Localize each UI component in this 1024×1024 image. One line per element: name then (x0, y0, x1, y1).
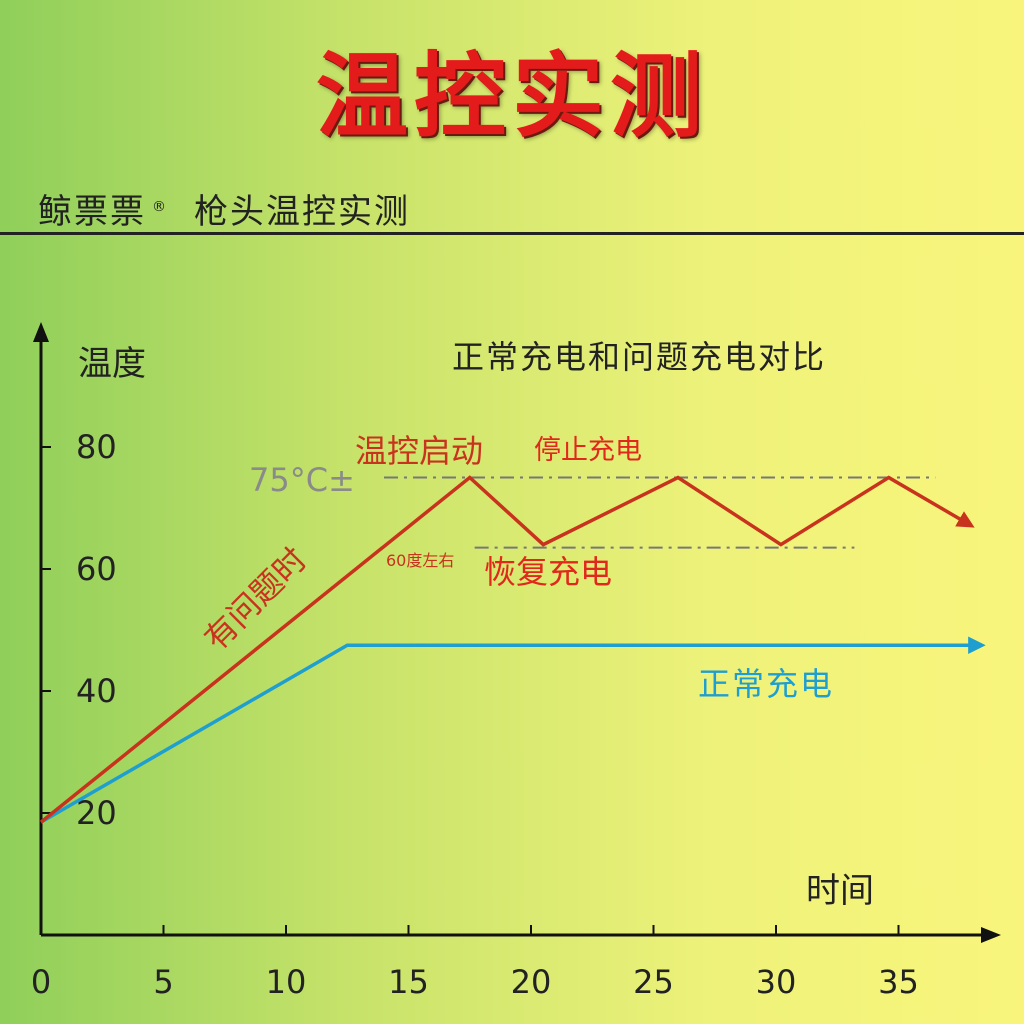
x-tick-label: 20 (511, 963, 552, 1001)
x-tick-label: 0 (31, 963, 51, 1001)
x-tick-label: 10 (266, 963, 307, 1001)
problem-charging-line (39, 475, 975, 824)
y-tick-label: 60 (76, 550, 117, 588)
y-axis-label: 温度 (78, 344, 146, 384)
main-title: 温控实测 (315, 43, 708, 150)
y-tick-label: 80 (76, 428, 117, 466)
x-ticks: 0 5 10 15 20 25 30 35 (31, 925, 919, 1001)
x-axis-label: 时间 (806, 871, 874, 911)
x-tick-label: 30 (756, 963, 797, 1001)
threshold-60-label: 60度左右 (386, 551, 454, 570)
registered-mark: ® (152, 198, 168, 215)
resume-charging-label: 恢复充电 (484, 553, 612, 591)
stop-charging-label: 停止充电 (534, 435, 642, 466)
brand-row: 鲸票票 ® 枪头温控实测 (38, 184, 410, 233)
threshold-75-label: 75°C± (249, 461, 355, 499)
y-tick-label: 20 (76, 794, 117, 832)
chart-title: 正常充电和问题充电对比 (452, 338, 826, 376)
x-tick-label: 35 (878, 963, 919, 1001)
y-ticks: 20 40 60 80 (41, 428, 117, 832)
x-axis-arrow-icon (981, 927, 1001, 943)
x-tick-label: 5 (153, 963, 173, 1001)
header-divider (0, 232, 1024, 235)
x-tick-label: 25 (633, 963, 674, 1001)
brand-name: 鲸票票 (38, 192, 146, 232)
normal-series-label: 正常充电 (698, 665, 834, 703)
temp-control-start-label: 温控启动 (355, 432, 483, 470)
x-tick-label: 15 (388, 963, 429, 1001)
subtitle: 枪头温控实测 (194, 192, 410, 232)
normal-charging-line (40, 636, 986, 824)
problem-series-label: 有问题时 (197, 540, 314, 657)
y-tick-label: 40 (76, 672, 117, 710)
y-axis-arrow-icon (33, 322, 49, 342)
